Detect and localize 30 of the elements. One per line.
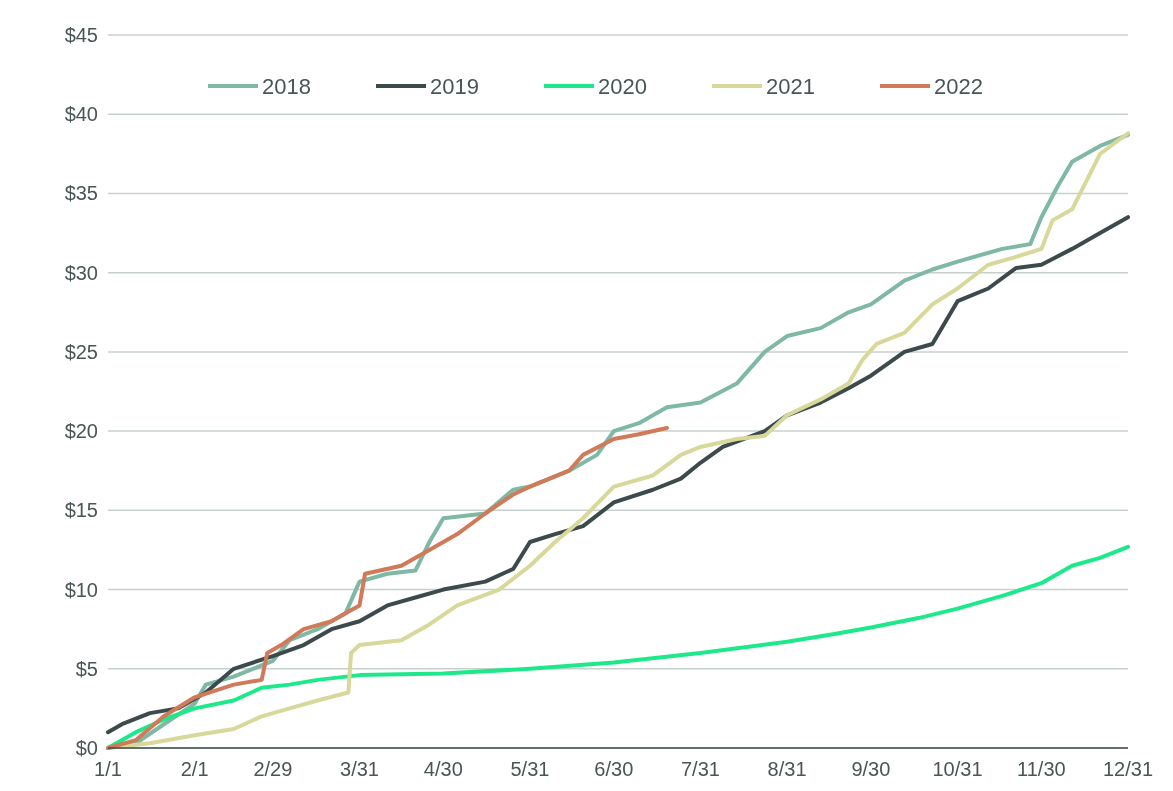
legend-label: 2018 — [262, 73, 311, 99]
y-tick-label: $10 — [64, 578, 98, 601]
legend-label: 2022 — [934, 73, 983, 99]
y-tick-label: $5 — [75, 657, 98, 680]
x-tick-label: 1/1 — [94, 758, 122, 780]
y-tick-label: $0 — [75, 737, 98, 759]
x-tick-label: 3/31 — [340, 758, 379, 780]
y-tick-label: $30 — [64, 261, 98, 284]
x-tick-label: 11/30 — [1017, 758, 1066, 780]
x-tick-label: 12/31 — [1102, 758, 1154, 780]
legend-label: 2020 — [598, 73, 647, 99]
legend-label: 2021 — [766, 73, 815, 99]
y-tick-label: $20 — [64, 420, 98, 443]
x-tick-label: 5/31 — [510, 758, 550, 780]
x-tick-label: 8/31 — [767, 758, 807, 780]
y-tick-label: $45 — [64, 24, 98, 46]
x-tick-label: 9/30 — [851, 758, 891, 780]
y-tick-label: $35 — [64, 182, 98, 205]
x-tick-label: 6/30 — [594, 758, 634, 780]
line-series — [106, 215, 1130, 735]
line-series — [106, 425, 669, 750]
y-tick-label: $40 — [64, 103, 98, 126]
y-tick-label: $15 — [64, 499, 98, 522]
x-tick-label: 7/31 — [680, 758, 720, 780]
legend-label: 2019 — [430, 73, 479, 99]
x-tick-label: 10/31 — [932, 758, 983, 780]
x-tick-label: 2/1 — [180, 758, 209, 780]
y-tick-label: $25 — [64, 340, 98, 363]
x-tick-label: 4/30 — [423, 758, 463, 780]
x-tick-label: 2/29 — [253, 758, 293, 780]
